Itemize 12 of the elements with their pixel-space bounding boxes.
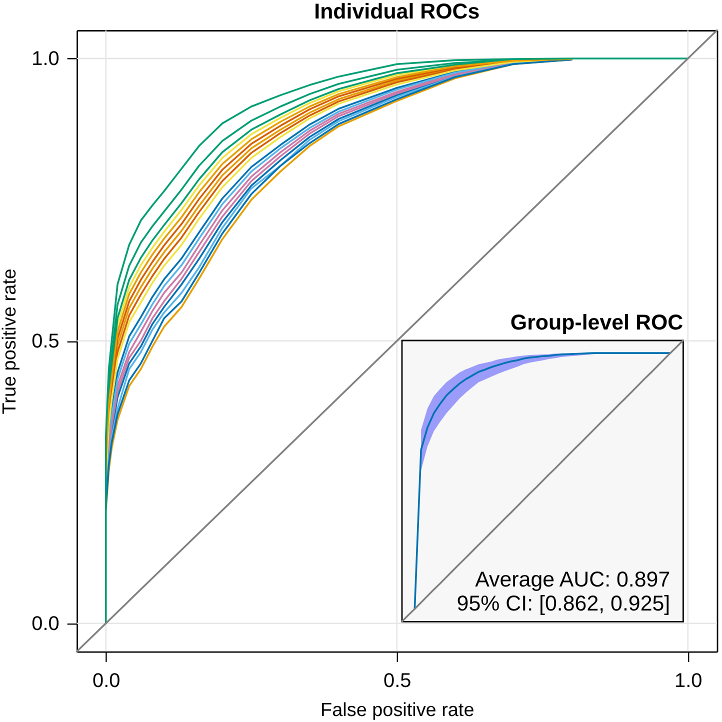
y-tick-label: 0.0 [32,612,60,635]
y-axis-title: True positive rate [0,268,21,414]
x-tick-label: 0.5 [384,670,412,692]
x-axis-title: False positive rate [320,700,474,721]
y-tick-label: 0.5 [32,330,60,352]
chart-title: Group-level ROC [510,310,684,334]
x-tick-label: 1.0 [674,670,702,692]
x-tick-label: 0.0 [92,670,120,692]
y-tick-label: 1.0 [32,48,60,70]
chart-title: Individual ROCs [314,0,480,24]
annotation: 95% CI: [0.862, 0.925] [456,592,670,616]
annotation: Average AUC: 0.897 [475,568,670,592]
